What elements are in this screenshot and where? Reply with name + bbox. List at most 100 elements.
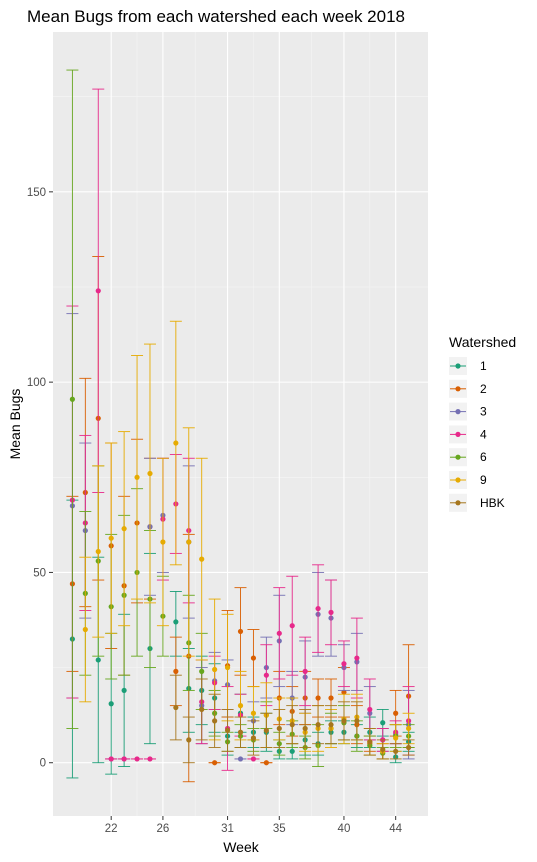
data-point <box>250 756 257 762</box>
data-point <box>237 729 244 735</box>
data-point <box>95 548 101 555</box>
y-tick-label: 0 <box>40 758 46 770</box>
data-marks <box>66 69 415 783</box>
data-point <box>199 668 205 674</box>
data-point <box>212 718 218 724</box>
data-point <box>147 756 153 762</box>
legend-label: 6 <box>480 450 487 464</box>
y-tick-label: 100 <box>27 377 46 389</box>
series-HBK <box>169 674 415 764</box>
data-point <box>108 701 114 707</box>
grid-lines <box>53 32 428 816</box>
data-point <box>367 739 373 745</box>
legend-item: 2 <box>449 379 487 398</box>
data-point <box>380 746 386 752</box>
x-tick-label: 35 <box>273 823 286 835</box>
legend-key-point <box>455 386 461 392</box>
data-point <box>315 722 321 728</box>
data-point <box>173 668 179 674</box>
legend-key-point <box>455 454 461 460</box>
data-point <box>121 687 127 694</box>
data-point <box>212 760 218 766</box>
data-point <box>276 725 282 732</box>
legend-label: 1 <box>480 359 487 373</box>
data-point <box>393 710 399 716</box>
data-point <box>69 396 75 402</box>
data-point <box>354 655 360 661</box>
data-point <box>289 623 295 629</box>
legend-key-point <box>455 431 461 437</box>
data-point <box>237 703 244 709</box>
data-point <box>250 735 257 741</box>
data-point <box>328 722 334 728</box>
data-point <box>224 727 231 733</box>
data-point <box>315 605 321 612</box>
data-point <box>173 704 179 711</box>
data-point <box>354 718 360 724</box>
legend-label: 9 <box>480 473 487 487</box>
legend-item: HBK <box>449 493 505 512</box>
legend-key-point <box>455 363 461 369</box>
data-point <box>341 689 347 695</box>
data-point <box>186 737 192 743</box>
x-tick-label: 44 <box>389 823 402 835</box>
data-point <box>263 760 269 766</box>
legend-item: 4 <box>449 425 487 444</box>
legend-key-point <box>455 500 461 506</box>
data-point <box>289 748 295 754</box>
data-point <box>82 626 88 633</box>
legend-item: 3 <box>449 402 487 421</box>
data-point <box>108 535 114 541</box>
data-point <box>121 756 127 762</box>
data-point <box>276 630 282 636</box>
x-tick-label: 22 <box>105 823 118 835</box>
legend-item: 6 <box>449 448 487 467</box>
x-tick-label: 26 <box>157 823 170 835</box>
legend-item: 9 <box>449 471 487 489</box>
data-point <box>341 718 347 724</box>
legend-item: 1 <box>449 357 487 375</box>
data-point <box>173 440 179 446</box>
data-point <box>315 695 321 701</box>
data-point <box>328 609 334 615</box>
data-point <box>406 725 412 732</box>
data-point <box>380 720 386 726</box>
data-point <box>224 664 231 671</box>
data-point <box>134 756 140 762</box>
data-point <box>160 539 166 545</box>
legend-label: 2 <box>480 382 487 396</box>
legend-key-point <box>455 409 461 415</box>
legend-label: HBK <box>480 496 505 510</box>
data-point <box>302 725 308 732</box>
data-point <box>121 526 127 532</box>
data-point <box>108 756 114 762</box>
data-point <box>406 744 412 751</box>
data-point <box>302 668 308 674</box>
x-tick-label: 31 <box>221 823 234 835</box>
legend-key-point <box>455 477 461 483</box>
data-point <box>134 474 140 480</box>
y-tick-label: 150 <box>27 187 46 199</box>
y-axis-title: Mean Bugs <box>7 389 23 460</box>
data-point <box>250 655 257 661</box>
data-point <box>147 470 153 477</box>
data-point <box>199 556 205 562</box>
data-point <box>328 695 334 701</box>
data-point <box>173 619 179 625</box>
data-point <box>212 666 218 673</box>
y-tick-label: 50 <box>33 567 46 579</box>
legend-title: Watershed <box>449 334 516 350</box>
data-point <box>341 661 347 667</box>
data-point <box>393 735 399 741</box>
legend-label: 4 <box>480 427 487 441</box>
data-point <box>289 722 295 728</box>
x-tick-label: 40 <box>338 823 351 835</box>
legend-label: 3 <box>480 405 487 419</box>
data-point <box>186 539 192 545</box>
data-point <box>237 756 244 762</box>
chart-title: Mean Bugs from each watershed each week … <box>27 7 405 26</box>
x-axis-title: Week <box>223 839 260 855</box>
data-point <box>199 706 205 713</box>
